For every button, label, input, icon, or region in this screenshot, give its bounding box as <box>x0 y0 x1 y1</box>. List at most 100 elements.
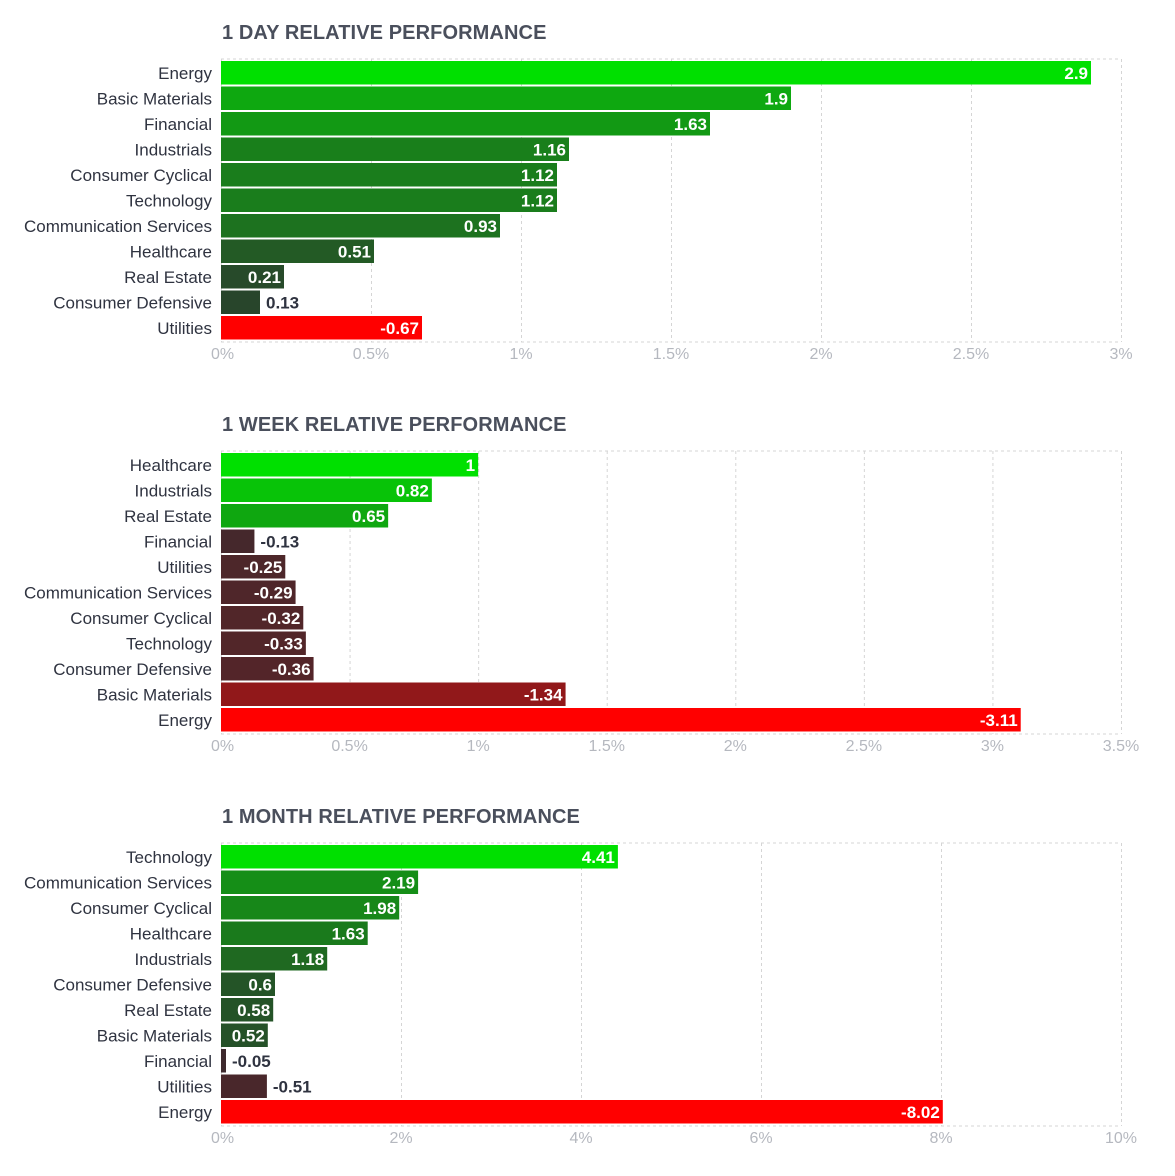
category-label: Financial <box>144 533 212 552</box>
bar-value-label: -3.11 <box>980 711 1018 730</box>
bar-value-label: -0.13 <box>260 533 299 552</box>
x-tick-label: 2.5% <box>953 346 989 363</box>
bar-value-label: -1.34 <box>524 686 563 705</box>
bar-value-label: -0.67 <box>380 319 419 338</box>
bar <box>221 239 374 263</box>
chart-1-day: 1 DAY RELATIVE PERFORMANCE 0% 0.5% 1% 1.5% 2… <box>0 0 1175 392</box>
bar <box>221 316 422 340</box>
chart-svg: 0% 0.5% 1% 1.5% 2% 2.5% 3% Energy 2.9 Basic Mater… <box>24 58 1133 363</box>
x-tick-label: 4% <box>569 1130 592 1147</box>
category-label: Industrials <box>135 950 212 969</box>
x-tick-label: 2.5% <box>846 738 882 755</box>
bar-value-label: -0.51 <box>273 1078 312 1097</box>
bar <box>221 1100 943 1124</box>
bar <box>221 290 260 314</box>
x-tick-label: 1% <box>467 738 490 755</box>
x-tick-label: 0% <box>211 346 234 363</box>
bar <box>221 529 255 553</box>
bar-value-label: 2.19 <box>382 874 415 893</box>
bar <box>221 998 274 1022</box>
bar-value-label: 2.9 <box>1064 64 1088 83</box>
category-label: Utilities <box>157 319 212 338</box>
category-label: Financial <box>144 115 212 134</box>
bar <box>221 1049 226 1073</box>
chart-1-week: 1 WEEK RELATIVE PERFORMANCE 0% 0.5% 1% 1.5%… <box>0 392 1175 784</box>
bar-value-label: 4.41 <box>582 848 615 867</box>
x-tick-label: 8% <box>929 1130 952 1147</box>
category-label: Utilities <box>157 1078 212 1097</box>
bar <box>221 972 275 996</box>
category-label: Technology <box>126 635 213 654</box>
category-label: Healthcare <box>130 456 212 475</box>
category-label: Communication Services <box>24 217 212 236</box>
bar-value-label: 0.51 <box>338 243 371 262</box>
x-tick-label: 6% <box>749 1130 772 1147</box>
category-label: Consumer Cyclical <box>70 609 212 628</box>
x-tick-label: 0.5% <box>353 346 389 363</box>
bar <box>221 870 419 894</box>
bar <box>221 845 618 869</box>
bar-value-label: 0.93 <box>464 217 497 236</box>
bar <box>221 896 400 920</box>
bar-value-label: -0.05 <box>232 1052 271 1071</box>
bar <box>221 682 566 706</box>
category-label: Healthcare <box>130 243 212 262</box>
bar <box>221 265 284 289</box>
bar-value-label: -0.25 <box>244 558 283 577</box>
bar <box>221 112 710 136</box>
bar-value-label: 1.18 <box>291 950 324 969</box>
bar <box>221 606 304 630</box>
category-label: Real Estate <box>124 1001 212 1020</box>
bar <box>221 188 557 212</box>
bar-value-label: -0.36 <box>272 660 311 679</box>
category-label: Healthcare <box>130 925 212 944</box>
category-label: Consumer Cyclical <box>70 166 212 185</box>
bar <box>221 214 500 238</box>
category-label: Consumer Defensive <box>53 976 212 995</box>
bar-value-label: 1.9 <box>764 90 788 109</box>
category-label: Industrials <box>135 482 212 501</box>
bar <box>221 86 791 110</box>
category-label: Real Estate <box>124 268 212 287</box>
bar-value-label: 0.21 <box>248 268 281 287</box>
x-tick-label: 1% <box>509 346 532 363</box>
x-tick-label: 3% <box>1109 346 1132 363</box>
category-label: Consumer Defensive <box>53 660 212 679</box>
bar <box>221 61 1091 85</box>
category-label: Financial <box>144 1052 212 1071</box>
bar-value-label: -0.33 <box>264 635 303 654</box>
chart-svg: 0% 2% 4% 6% 8% 10% Technology 4.41 Communication… <box>24 842 1137 1147</box>
category-label: Consumer Defensive <box>53 294 212 313</box>
bar <box>221 555 286 579</box>
bar-value-label: 1.12 <box>521 192 554 211</box>
bar <box>221 1074 267 1098</box>
category-label: Technology <box>126 192 213 211</box>
x-tick-label: 2% <box>809 346 832 363</box>
bar <box>221 163 557 187</box>
category-label: Basic Materials <box>97 1027 212 1046</box>
category-label: Utilities <box>157 558 212 577</box>
chart-title: 1 WEEK RELATIVE PERFORMANCE <box>222 414 567 436</box>
bar <box>221 631 306 655</box>
bar <box>221 453 479 477</box>
category-label: Energy <box>158 64 212 83</box>
bar <box>221 708 1021 732</box>
bar-value-label: 1 <box>466 456 475 475</box>
bar <box>221 947 328 971</box>
bar-value-label: -0.29 <box>254 584 293 603</box>
category-label: Energy <box>158 711 212 730</box>
bar <box>221 657 314 681</box>
bar-value-label: 0.13 <box>266 294 299 313</box>
x-tick-label: 2% <box>724 738 747 755</box>
bar <box>221 478 432 502</box>
bar-value-label: 1.63 <box>674 115 707 134</box>
category-label: Communication Services <box>24 584 212 603</box>
category-label: Real Estate <box>124 507 212 526</box>
bar-value-label: 0.58 <box>237 1001 270 1020</box>
x-tick-label: 1.5% <box>588 738 624 755</box>
bar <box>221 1023 268 1047</box>
bar <box>221 580 296 604</box>
bar-value-label: -0.32 <box>262 609 301 628</box>
bar-value-label: 0.82 <box>396 482 429 501</box>
chart-1-month: 1 MONTH RELATIVE PERFORMANCE 0% 2% 4% 6% 8% 1… <box>0 784 1175 1176</box>
